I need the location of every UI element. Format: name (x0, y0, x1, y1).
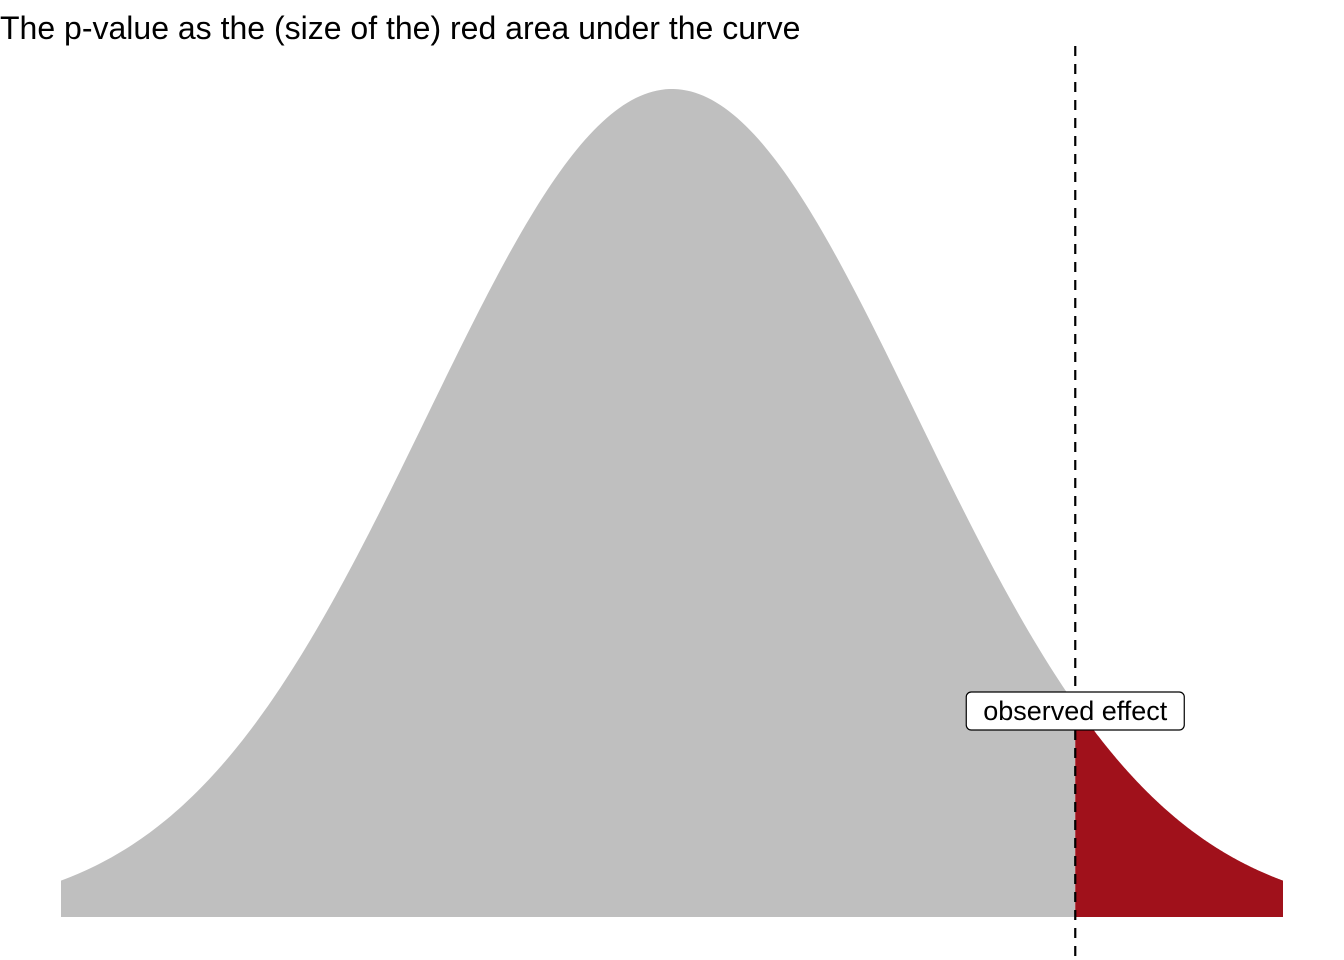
observed-effect-label: observed effect (965, 691, 1185, 731)
non-significant-area (61, 89, 1076, 917)
chart-title: The p-value as the (size of the) red are… (0, 10, 801, 46)
observed-effect-label-box (965, 691, 1185, 731)
p-value-tail-area (1075, 704, 1283, 917)
observed-effect-label-text: observed effect (983, 696, 1168, 726)
